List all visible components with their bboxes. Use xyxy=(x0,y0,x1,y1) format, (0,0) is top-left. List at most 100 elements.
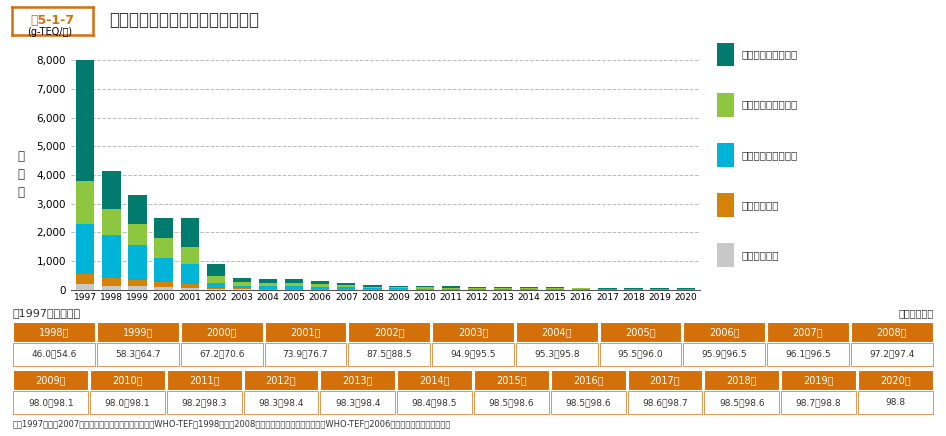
Bar xyxy=(77,181,95,224)
Bar xyxy=(285,289,304,290)
Bar xyxy=(363,289,381,290)
Bar xyxy=(206,276,225,283)
Text: 98.2～98.3: 98.2～98.3 xyxy=(182,398,227,407)
Text: 73.9～76.7: 73.9～76.7 xyxy=(283,350,328,359)
Bar xyxy=(415,286,434,287)
Bar xyxy=(102,286,120,290)
Text: （単位：％）: （単位：％） xyxy=(899,308,934,318)
Bar xyxy=(181,218,199,247)
Bar xyxy=(259,286,277,289)
Bar xyxy=(494,289,512,290)
Bar xyxy=(311,281,329,284)
Bar xyxy=(442,288,460,289)
Bar xyxy=(415,289,434,290)
Bar xyxy=(572,288,590,289)
Bar xyxy=(206,264,225,276)
Bar xyxy=(129,224,147,245)
Text: 98.0～98.1: 98.0～98.1 xyxy=(105,398,150,407)
Bar xyxy=(77,224,95,274)
Text: 95.9～96.5: 95.9～96.5 xyxy=(702,350,747,359)
Bar xyxy=(337,289,356,290)
Bar xyxy=(102,235,120,278)
Text: 98.5～98.6: 98.5～98.6 xyxy=(488,398,534,407)
Text: (g-TEQ/年): (g-TEQ/年) xyxy=(26,27,72,37)
Text: 注：1997年から2007年の排出量は毒性等価係数としてWHO-TEF（1998）を、2008年以降の排出量は可能な範囲でWHO-TEF（2006）を用いた値で: 注：1997年から2007年の排出量は毒性等価係数としてWHO-TEF（1998… xyxy=(12,419,450,428)
Text: 2015年: 2015年 xyxy=(496,375,527,385)
Text: 58.3～64.7: 58.3～64.7 xyxy=(115,350,161,359)
Text: 産業廃棄物焼却施設: 産業廃棄物焼却施設 xyxy=(742,100,797,109)
Bar xyxy=(676,288,694,289)
Bar xyxy=(651,289,669,290)
Text: 図5-1-7: 図5-1-7 xyxy=(30,14,75,27)
Text: 98.6～98.7: 98.6～98.7 xyxy=(642,398,688,407)
Bar xyxy=(520,287,538,288)
Text: ダイオキシン類の排出総量の推移: ダイオキシン類の排出総量の推移 xyxy=(109,11,259,30)
Bar xyxy=(363,288,381,289)
Text: その他発生源: その他発生源 xyxy=(742,250,780,260)
Bar xyxy=(390,286,408,287)
Bar xyxy=(233,282,251,286)
Text: 1998年: 1998年 xyxy=(39,327,69,337)
Bar xyxy=(233,286,251,288)
Bar xyxy=(129,286,147,290)
Bar xyxy=(154,282,173,287)
Text: 2014年: 2014年 xyxy=(419,375,450,385)
Bar xyxy=(546,288,565,289)
Bar xyxy=(181,284,199,288)
Bar xyxy=(206,283,225,288)
Text: 98.5～98.6: 98.5～98.6 xyxy=(719,398,764,407)
Bar xyxy=(181,264,199,284)
Bar xyxy=(285,283,304,286)
Bar xyxy=(129,279,147,286)
Bar xyxy=(154,238,173,258)
Text: 一般廃棄物焼却施設: 一般廃棄物焼却施設 xyxy=(742,50,797,59)
Bar xyxy=(494,287,512,288)
Text: 2013年: 2013年 xyxy=(342,375,373,385)
Text: 対1997年削減割合: 対1997年削減割合 xyxy=(12,308,80,318)
Bar xyxy=(154,287,173,290)
Text: 98.0～98.1: 98.0～98.1 xyxy=(27,398,74,407)
Bar xyxy=(390,287,408,288)
Bar xyxy=(285,279,304,283)
Bar xyxy=(363,286,381,288)
Text: 2006年: 2006年 xyxy=(710,327,740,337)
Bar xyxy=(102,171,120,209)
Bar xyxy=(442,286,460,288)
Text: 2008年: 2008年 xyxy=(877,327,907,337)
Bar xyxy=(598,288,617,289)
Text: 2017年: 2017年 xyxy=(650,375,680,385)
Bar xyxy=(285,286,304,289)
Bar xyxy=(442,289,460,290)
Text: 2007年: 2007年 xyxy=(793,327,823,337)
Bar xyxy=(233,278,251,282)
Bar xyxy=(154,218,173,238)
Bar xyxy=(129,245,147,279)
Bar xyxy=(467,289,486,290)
Bar xyxy=(259,289,277,290)
Bar xyxy=(259,283,277,286)
Bar xyxy=(102,209,120,235)
Text: 98.8: 98.8 xyxy=(885,398,905,407)
Text: 2019年: 2019年 xyxy=(803,375,833,385)
Text: 2020年: 2020年 xyxy=(880,375,911,385)
Bar xyxy=(77,274,95,284)
Bar xyxy=(206,288,225,289)
Bar xyxy=(77,284,95,290)
Bar xyxy=(337,287,356,289)
Text: 98.7～98.8: 98.7～98.8 xyxy=(796,398,841,407)
Text: 67.2～70.6: 67.2～70.6 xyxy=(199,350,244,359)
Bar xyxy=(181,288,199,290)
Text: 2005年: 2005年 xyxy=(625,327,656,337)
Bar xyxy=(546,287,565,288)
Text: 2016年: 2016年 xyxy=(573,375,604,385)
Bar xyxy=(311,287,329,289)
Bar xyxy=(311,289,329,290)
Bar xyxy=(415,287,434,289)
Bar xyxy=(77,60,95,181)
Bar xyxy=(676,289,694,290)
Bar xyxy=(494,288,512,289)
Text: 95.3～95.8: 95.3～95.8 xyxy=(534,350,580,359)
Bar xyxy=(259,279,277,283)
Bar xyxy=(206,289,225,290)
Bar xyxy=(390,288,408,289)
